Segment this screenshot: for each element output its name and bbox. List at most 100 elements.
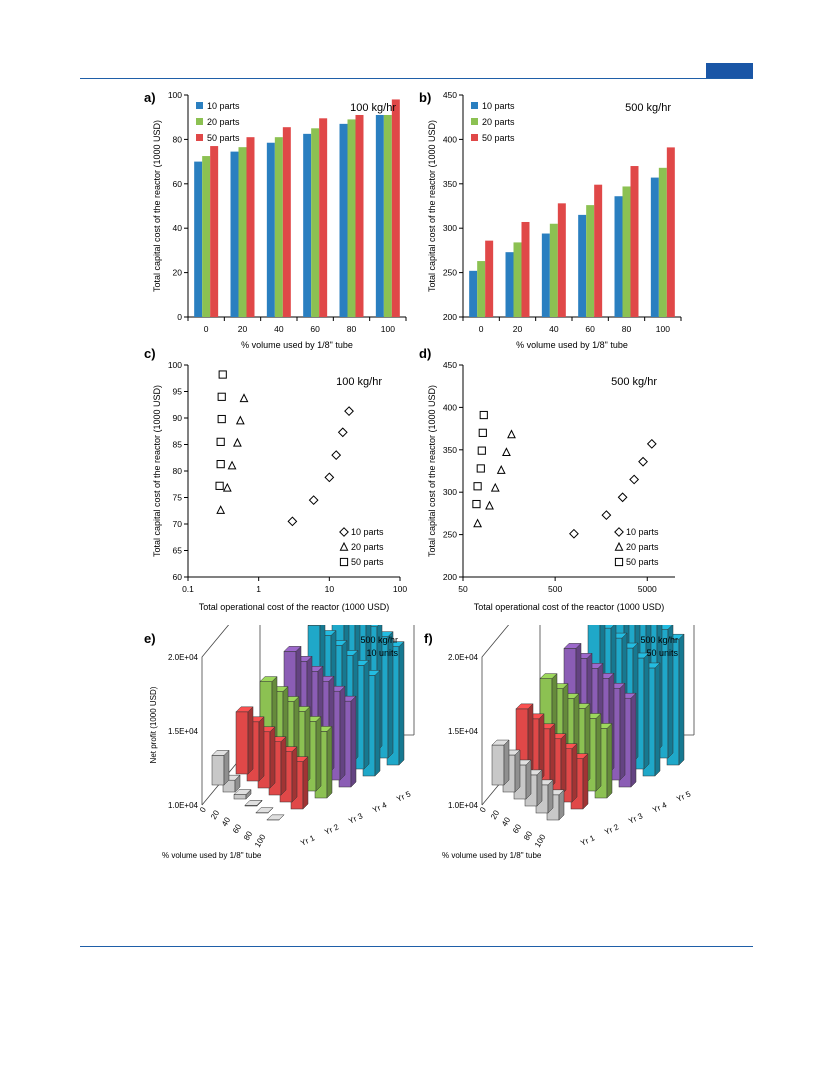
legend-marker-20-parts [614,541,624,551]
point-10-parts [337,427,348,438]
bar-20-parts-100 [658,167,667,317]
legend-label: 10 parts [351,527,384,537]
legend-marker-10-parts [614,527,624,537]
x-axis-label: % volume used by 1/8" tube [241,340,353,350]
row-label: Yr 4 [371,800,389,815]
bar-top-face [491,739,510,746]
bar-top-face [515,703,534,710]
y-tick-label: 80 [173,134,183,144]
bar-top-face [244,800,263,806]
bar-Gray-(no-label)-40 [233,788,252,800]
x-tick-label: 20 [238,324,248,334]
chart-note: 100 kg/hr [336,376,382,388]
point-20-parts [232,437,242,447]
y-tick-label: 400 [443,134,457,144]
z-tick-label: 1.5E+04 [448,727,479,736]
y-tick-label: 350 [443,445,457,455]
z-tick-label: 1.5E+04 [168,727,199,736]
bar-Gray-(no-label)-60 [244,799,263,807]
bar-20-parts-20 [513,242,522,317]
legend-swatch-50-parts [471,134,478,141]
point-10-parts [601,510,612,521]
bar-10-parts-40 [541,233,550,317]
bar-50-parts-60 [319,118,328,317]
bar-10-parts-80 [614,196,623,317]
legend-marker-10-parts [339,527,349,537]
y-tick-label: 300 [443,223,457,233]
bar-top-face [255,807,274,813]
bar-50-parts-80 [630,166,639,317]
legend-swatch-10-parts [196,102,203,109]
point-50-parts [472,499,481,509]
y-tick-label: 75 [173,493,183,503]
bar-front-face [235,711,249,775]
category-tick-label: 100 [533,832,548,849]
point-50-parts [218,370,227,379]
row-label: Yr 4 [651,800,669,815]
point-10-parts [287,516,298,527]
bar-side-face [247,706,254,775]
bar-side-face [536,769,543,807]
chart-d: d) 200 250 300 350 400 450 50 500 5000 Total opera… [419,346,675,612]
bar-20-parts-80 [622,186,631,317]
panel-label-d: d) [419,346,431,361]
bar-20-parts-80 [347,119,356,317]
chart-note: 500 kg/hr [360,635,398,645]
legend-label: 50 parts [207,133,240,143]
bar-10-parts-20 [230,151,239,317]
header-page-tab [706,63,753,78]
x-tick-label: 40 [549,324,559,334]
bar-top-face [283,646,302,652]
legend-label: 20 parts [351,542,384,552]
point-50-parts [477,446,486,455]
bar-20-parts-60 [586,205,595,317]
z-tick-label: 2.0E+04 [448,653,479,662]
bar-side-face [678,633,685,766]
bar-20-parts-100 [383,114,392,317]
bar-top-face [259,676,278,682]
point-20-parts [473,518,482,528]
y-tick-label: 100 [168,90,182,100]
y-tick-label: 40 [173,223,183,233]
x-tick-label: 10 [325,584,335,594]
bar-Yr-1-0 [235,706,254,775]
wall-left [481,625,510,805]
category-tick-label: 40 [500,815,513,828]
y-tick-label: 60 [173,572,183,582]
bar-top-face [266,814,285,821]
legend-marker-50-parts [614,557,624,567]
legend-swatch-20-parts [471,118,478,125]
bar-side-face [606,722,613,799]
panel-label-e: e) [144,631,156,646]
bar-side-face [315,715,322,792]
bar-10-parts-0 [194,161,203,317]
point-20-parts [222,482,232,492]
legend-swatch-20-parts [196,118,203,125]
bar-50-parts-40 [282,127,291,317]
bar-top-face [563,643,582,649]
bar-side-face [339,685,346,781]
x-axis-label: Total operational cost of the reactor (1… [474,602,665,612]
point-10-parts [308,495,319,506]
bar-50-parts-80 [355,114,364,317]
bar-side-face [654,662,661,777]
legend-swatch-10-parts [471,102,478,109]
bar-side-face [619,682,626,781]
legend-label: 20 parts [207,117,240,127]
point-20-parts [235,415,245,425]
point-50-parts [215,481,224,490]
x-tick-label: 20 [513,324,523,334]
bar-10-parts-60 [303,133,312,317]
bar-top-face [307,625,321,626]
point-10-parts [331,450,342,461]
bar-10-parts-40 [266,142,275,317]
point-50-parts [473,482,482,491]
legend-label: 20 parts [626,542,659,552]
legend-label: 50 parts [626,557,659,567]
point-20-parts [216,505,226,514]
category-tick-label: 20 [489,808,502,821]
x-axis-label: % volume used by 1/8" tube [442,851,542,860]
bar-side-face [643,652,650,770]
y-tick-label: 350 [443,179,457,189]
